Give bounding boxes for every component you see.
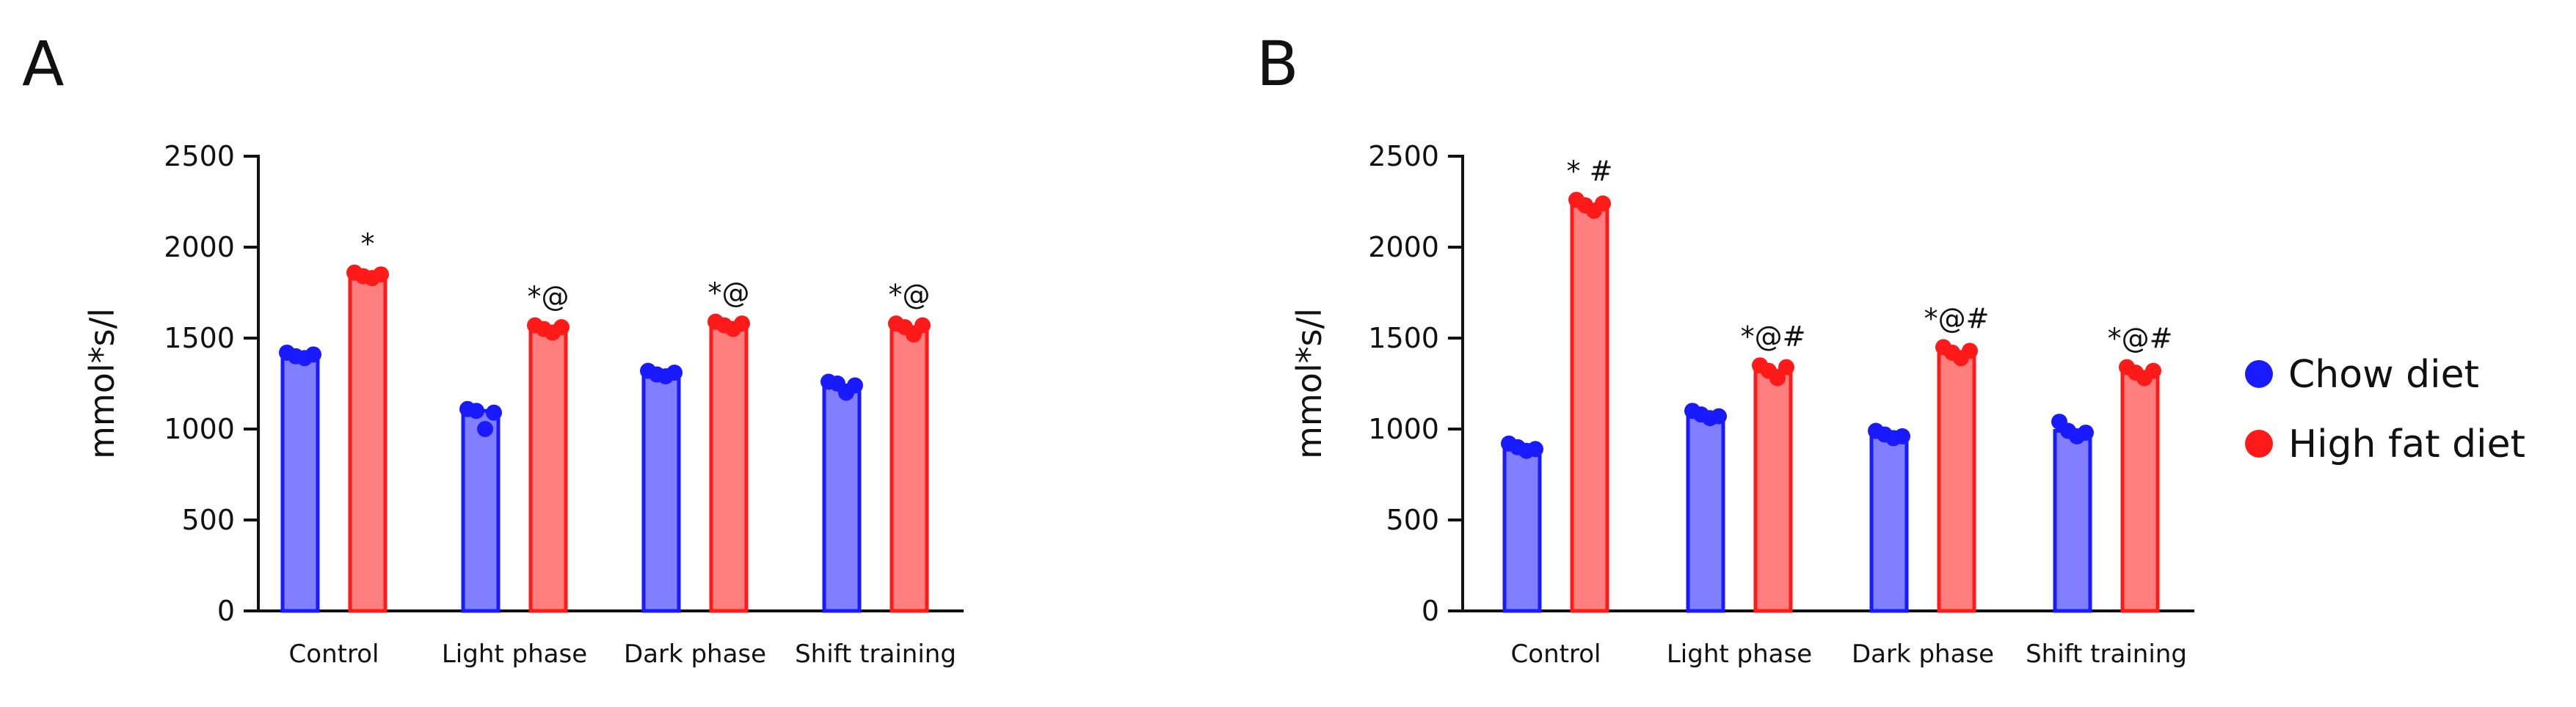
x-tick-label: Control: [289, 640, 379, 669]
legend: Chow diet High fat diet: [2245, 353, 2525, 466]
data-point-chow: [1894, 428, 1910, 444]
bar-chow-diet: [461, 409, 501, 613]
data-point-high-fat: [1769, 370, 1786, 387]
bar-chow-diet: [1869, 432, 1909, 613]
y-tick-label: 0: [217, 595, 235, 627]
y-tick-label: 1500: [1368, 322, 1439, 354]
significance-annotation: * #: [1567, 155, 1613, 188]
x-tick-label: Dark phase: [624, 640, 766, 669]
x-tick-label: Dark phase: [1852, 640, 1994, 669]
data-point-high-fat: [734, 315, 750, 332]
data-point-chow: [305, 346, 321, 363]
y-axis-label: mmol*s/l: [1289, 308, 1329, 459]
x-tick-label: Shift training: [2026, 640, 2187, 669]
x-tick-label: Light phase: [442, 640, 587, 669]
bar-chow-diet: [280, 354, 320, 613]
bar-chow-diet: [641, 373, 681, 613]
x-tick-label: Light phase: [1667, 640, 1812, 669]
y-tick-label: 2500: [1368, 140, 1439, 172]
legend-marker: [2245, 360, 2273, 388]
data-point-chow: [1711, 408, 1727, 425]
data-point-high-fat: [373, 266, 389, 283]
data-point-chow: [2078, 424, 2094, 441]
y-tick-label: 2500: [164, 140, 235, 172]
significance-annotation: *@#: [1741, 320, 1806, 353]
data-point-chow: [1527, 441, 1543, 458]
data-point-chow: [468, 403, 484, 420]
legend-label: Chow diet: [2288, 353, 2479, 397]
y-tick-label: 2000: [1368, 231, 1439, 263]
y-tick-label: 2000: [164, 231, 235, 263]
significance-annotation: *@: [708, 277, 750, 309]
data-point-high-fat: [553, 319, 570, 336]
bar-high-fat-diet: [528, 327, 568, 613]
data-point-high-fat: [1778, 359, 1794, 376]
panel-letter: B: [1256, 28, 1299, 100]
bar-chow-diet: [1502, 445, 1542, 613]
bar-high-fat-diet: [1937, 351, 1976, 613]
bar-high-fat-diet: [1570, 203, 1609, 613]
significance-annotation: *@: [528, 281, 570, 313]
significance-annotation: *@#: [1924, 302, 1990, 334]
panel-letter: A: [22, 28, 64, 100]
data-point-high-fat: [1595, 195, 1611, 212]
bar-high-fat-diet: [889, 325, 929, 613]
y-tick-label: 1000: [1368, 413, 1439, 445]
y-tick-label: 0: [1422, 595, 1439, 627]
data-point-chow: [486, 404, 502, 421]
y-tick-label: 1000: [164, 413, 235, 445]
bar-chow-diet: [822, 383, 862, 613]
bar-chow-diet: [1686, 412, 1725, 613]
x-tick-label: Shift training: [795, 640, 956, 669]
significance-annotation: *@#: [2108, 323, 2173, 355]
bar-chow-diet: [2053, 428, 2092, 613]
data-point-chow: [666, 365, 683, 381]
data-point-chow: [847, 377, 863, 394]
y-tick-label: 500: [181, 504, 235, 536]
y-axis-label: mmol*s/l: [82, 308, 122, 459]
significance-annotation: *@: [889, 279, 931, 311]
legend-marker: [2245, 430, 2273, 458]
bar-high-fat-diet: [1753, 369, 1793, 613]
bar-high-fat-diet: [709, 323, 749, 613]
bar-high-fat-diet: [2120, 370, 2160, 613]
data-point-high-fat: [914, 317, 931, 334]
x-tick-label: Control: [1511, 640, 1601, 669]
legend-label: High fat diet: [2288, 422, 2525, 466]
y-tick-label: 500: [1386, 504, 1439, 536]
data-point-high-fat: [2145, 362, 2161, 379]
y-tick-label: 1500: [164, 322, 235, 354]
significance-annotation: *: [361, 228, 375, 260]
bar-high-fat-diet: [348, 274, 388, 613]
data-point-high-fat: [1962, 342, 1978, 359]
data-point-chow: [477, 421, 493, 437]
